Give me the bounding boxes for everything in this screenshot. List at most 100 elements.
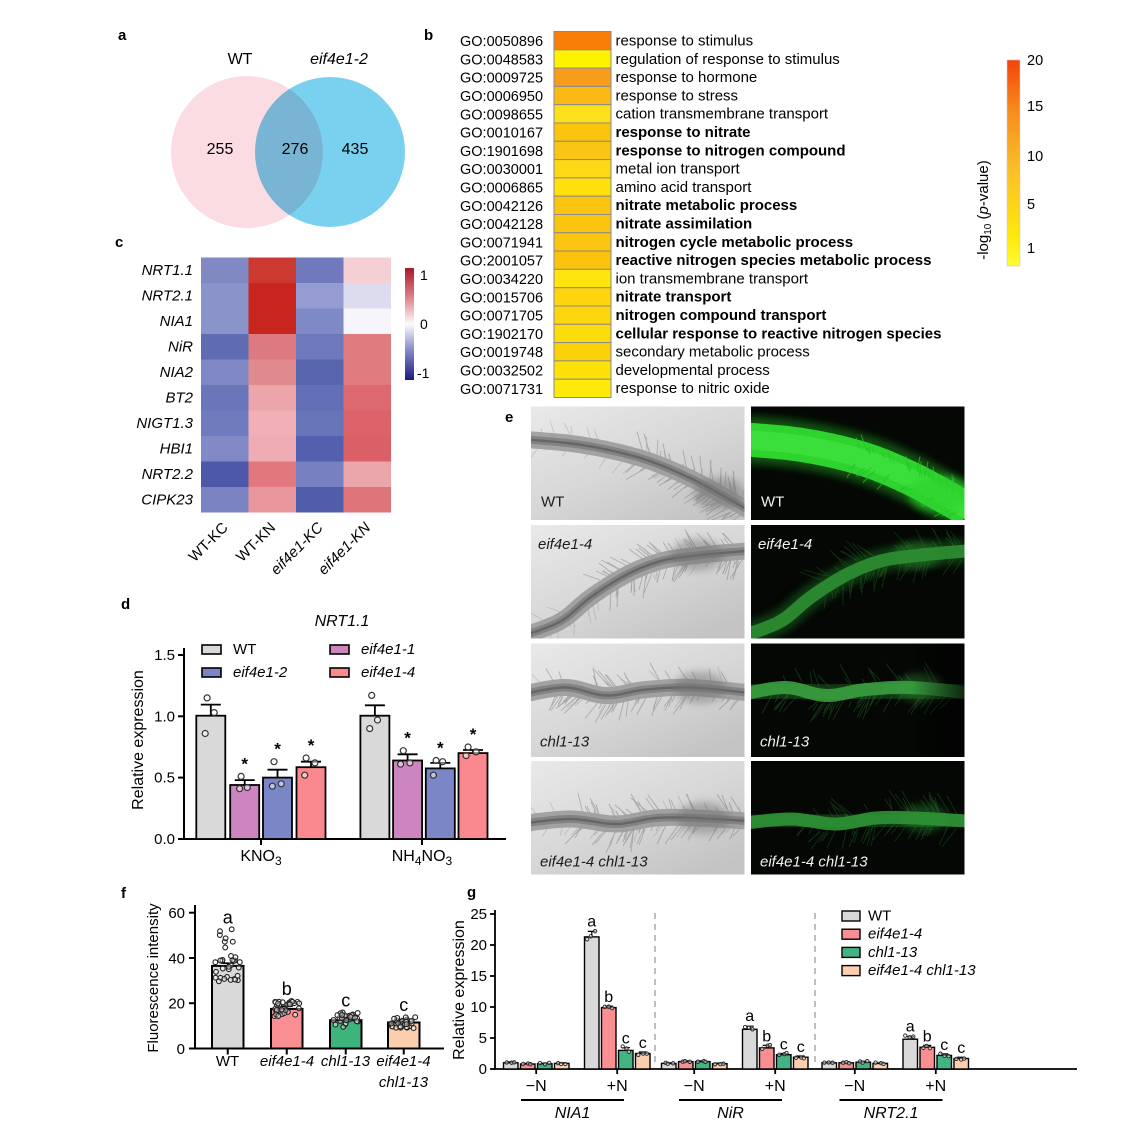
svg-text:chl1-13: chl1-13 xyxy=(379,1074,429,1091)
svg-text:GO:0030001: GO:0030001 xyxy=(460,162,543,178)
svg-text:eif4e1-1: eif4e1-1 xyxy=(361,641,415,658)
svg-text:NIA1: NIA1 xyxy=(160,313,193,330)
svg-text:eif4e1-4: eif4e1-4 xyxy=(758,536,812,553)
svg-text:*: * xyxy=(274,740,281,759)
svg-text:*: * xyxy=(470,725,477,744)
svg-text:NIA1: NIA1 xyxy=(555,1105,591,1122)
svg-text:20: 20 xyxy=(1027,53,1043,69)
svg-text:GO:0098655: GO:0098655 xyxy=(460,107,543,123)
svg-text:NRT2.1: NRT2.1 xyxy=(142,287,193,304)
svg-text:chl1-13: chl1-13 xyxy=(868,944,918,961)
svg-text:response to nitrogen compound: response to nitrogen compound xyxy=(616,142,846,159)
svg-text:0.0: 0.0 xyxy=(154,831,175,848)
svg-text:nitrate transport: nitrate transport xyxy=(616,289,732,306)
svg-text:b: b xyxy=(762,1028,771,1045)
svg-text:1.0: 1.0 xyxy=(154,708,175,725)
svg-text:−N: −N xyxy=(844,1078,865,1095)
svg-text:NIA2: NIA2 xyxy=(160,364,194,381)
svg-text:NiR: NiR xyxy=(168,338,193,355)
svg-text:GO:0019748: GO:0019748 xyxy=(460,345,543,361)
svg-text:nitrate assimilation: nitrate assimilation xyxy=(616,216,753,233)
svg-text:WT: WT xyxy=(216,1053,239,1070)
svg-text:eif4e1-4: eif4e1-4 xyxy=(260,1053,314,1070)
svg-text:eif4e1-4: eif4e1-4 xyxy=(361,664,415,681)
svg-text:c: c xyxy=(622,1031,630,1048)
svg-text:GO:2001057: GO:2001057 xyxy=(460,254,543,270)
svg-text:GO:0042126: GO:0042126 xyxy=(460,199,543,215)
svg-text:+N: +N xyxy=(765,1078,786,1095)
svg-text:10: 10 xyxy=(1027,149,1043,165)
svg-text:b: b xyxy=(424,27,433,44)
svg-text:25: 25 xyxy=(470,906,487,923)
svg-text:Fluorescence intensity: Fluorescence intensity xyxy=(145,903,162,1053)
svg-text:NRT1.1: NRT1.1 xyxy=(142,262,193,279)
svg-text:developmental process: developmental process xyxy=(616,362,770,379)
svg-text:GO:0010167: GO:0010167 xyxy=(460,126,543,142)
svg-text:nitrate metabolic process: nitrate metabolic process xyxy=(616,197,798,214)
svg-text:g: g xyxy=(467,884,476,901)
svg-text:255: 255 xyxy=(207,141,234,158)
svg-text:NH4NO3: NH4NO3 xyxy=(392,848,453,868)
svg-text:b: b xyxy=(282,979,292,999)
svg-text:eif4e1-KN: eif4e1-KN xyxy=(315,519,374,578)
svg-text:1.5: 1.5 xyxy=(154,647,175,664)
svg-text:response to hormone: response to hormone xyxy=(616,69,758,86)
svg-text:10: 10 xyxy=(470,999,487,1016)
svg-text:a: a xyxy=(745,1008,754,1025)
svg-text:WT: WT xyxy=(228,51,253,68)
svg-text:c: c xyxy=(341,990,350,1010)
svg-text:ion transmembrane transport: ion transmembrane transport xyxy=(616,270,809,287)
svg-text:+N: +N xyxy=(607,1078,628,1095)
svg-text:5: 5 xyxy=(1027,197,1035,213)
svg-text:eif4e1-2: eif4e1-2 xyxy=(233,664,288,681)
svg-text:435: 435 xyxy=(342,141,369,158)
svg-text:−N: −N xyxy=(526,1078,547,1095)
svg-text:*: * xyxy=(308,736,315,755)
svg-text:eif4e1-4: eif4e1-4 xyxy=(538,536,592,553)
svg-text:amino acid transport: amino acid transport xyxy=(616,179,753,196)
svg-text:GO:1902170: GO:1902170 xyxy=(460,327,543,343)
svg-text:GO:0042128: GO:0042128 xyxy=(460,217,543,233)
svg-text:GO:0006865: GO:0006865 xyxy=(460,181,543,197)
svg-text:WT-KN: WT-KN xyxy=(233,519,279,565)
svg-text:BT2: BT2 xyxy=(165,389,193,406)
svg-text:NRT1.1: NRT1.1 xyxy=(315,613,370,630)
svg-text:GO:0034220: GO:0034220 xyxy=(460,272,543,288)
svg-text:c: c xyxy=(957,1040,965,1057)
svg-text:c: c xyxy=(940,1037,948,1054)
svg-text:c: c xyxy=(639,1035,647,1052)
svg-text:eif4e1-4 chl1-13: eif4e1-4 chl1-13 xyxy=(540,854,648,871)
svg-text:NRT2.2: NRT2.2 xyxy=(142,466,194,483)
svg-text:c: c xyxy=(797,1039,805,1056)
svg-text:Relative expression: Relative expression xyxy=(130,670,147,810)
svg-text:WT: WT xyxy=(233,641,256,658)
svg-text:-log10 (p-value): -log10 (p-value) xyxy=(975,160,994,260)
svg-text:GO:0009725: GO:0009725 xyxy=(460,71,543,87)
svg-text:a: a xyxy=(223,907,234,927)
svg-text:1: 1 xyxy=(420,267,428,283)
svg-text:CIPK23: CIPK23 xyxy=(141,491,193,508)
svg-text:c: c xyxy=(115,234,123,251)
svg-text:HBI1: HBI1 xyxy=(160,440,193,457)
svg-text:e: e xyxy=(505,409,513,426)
svg-text:WT: WT xyxy=(868,908,891,925)
svg-text:WT: WT xyxy=(541,494,564,511)
svg-text:60: 60 xyxy=(168,905,185,922)
svg-text:GO:0006950: GO:0006950 xyxy=(460,89,543,105)
svg-text:regulation of response to stim: regulation of response to stimulus xyxy=(616,51,840,68)
svg-text:276: 276 xyxy=(282,141,309,158)
svg-text:GO:0071731: GO:0071731 xyxy=(460,382,543,398)
svg-text:*: * xyxy=(437,738,444,757)
svg-text:NIGT1.3: NIGT1.3 xyxy=(136,415,193,432)
svg-text:b: b xyxy=(604,989,613,1006)
svg-text:eif4e1-4 chl1-13: eif4e1-4 chl1-13 xyxy=(868,962,976,979)
svg-text:0: 0 xyxy=(177,1041,185,1058)
svg-text:f: f xyxy=(121,885,127,902)
svg-text:cation transmembrane transport: cation transmembrane transport xyxy=(616,106,829,123)
svg-text:NiR: NiR xyxy=(717,1105,744,1122)
svg-text:secondary metabolic process: secondary metabolic process xyxy=(616,344,810,361)
svg-text:0: 0 xyxy=(420,316,428,332)
svg-text:nitrogen compound transport: nitrogen compound transport xyxy=(616,307,827,324)
svg-text:response to stimulus: response to stimulus xyxy=(616,33,754,50)
svg-text:15: 15 xyxy=(470,968,487,985)
